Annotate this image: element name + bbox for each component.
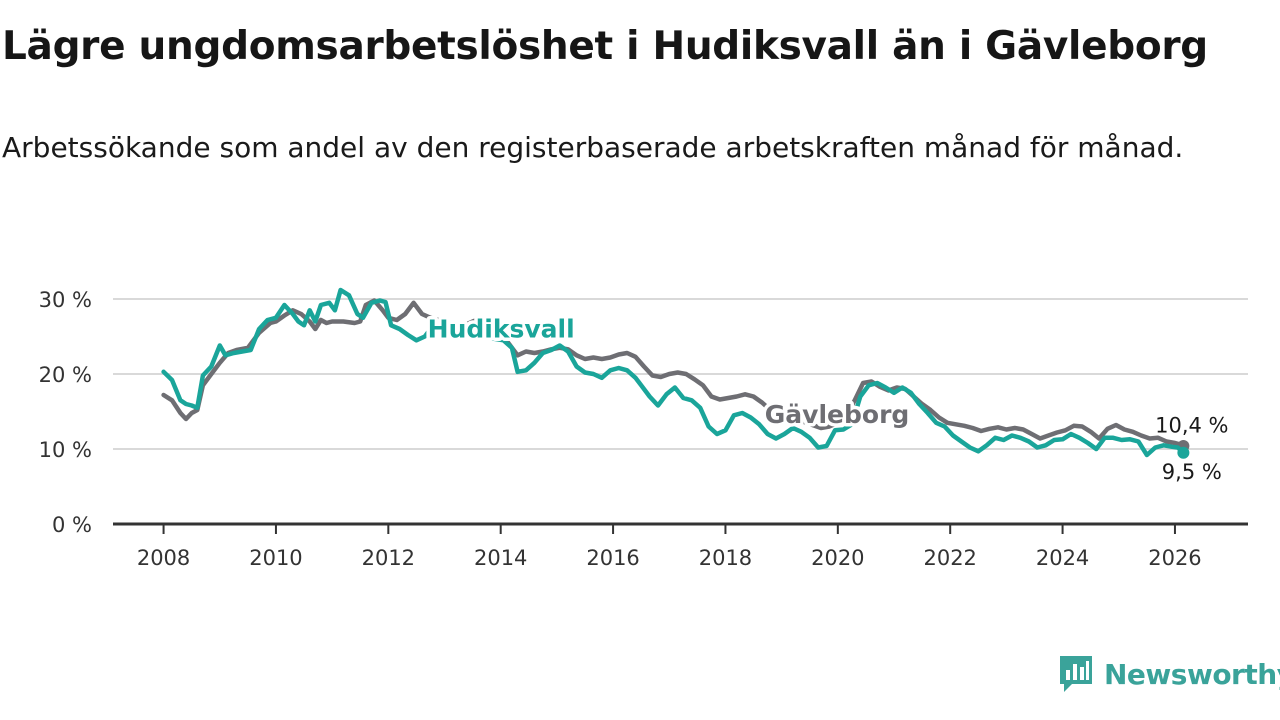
x-tick-label: 2008: [137, 546, 190, 570]
x-tick-label: 2014: [474, 546, 527, 570]
y-tick-label: 10 %: [39, 438, 92, 462]
series-label-gavleborg: Gävleborg: [765, 400, 910, 429]
label-layer: Hudiksvall Gävleborg 10,4 % 9,5 %: [424, 311, 1231, 487]
series-line-gavleborg: [161, 298, 1186, 449]
chart-subtitle: Arbetssökande som andel av den registerb…: [2, 131, 1184, 164]
x-tick-label: 2022: [923, 546, 976, 570]
brand: Newsworthy: [1058, 654, 1280, 694]
x-tick-label: 2016: [586, 546, 639, 570]
y-tick-label: 30 %: [39, 288, 92, 312]
axis-layer: 0 % 10 % 20 % 30 % 2008 2010 2012 2014 2016 2018 2…: [39, 288, 1248, 570]
end-value-label-hudiksvall: 9,5 %: [1162, 460, 1222, 484]
y-tick-label: 20 %: [39, 363, 92, 387]
end-value-label-gavleborg: 10,4 %: [1155, 414, 1228, 438]
x-tick-label: 2020: [811, 546, 864, 570]
series-end-point-hudiksvall: [1177, 446, 1190, 459]
x-tick-label: 2018: [699, 546, 752, 570]
newsworthy-logo-icon: [1060, 656, 1092, 692]
x-tick-label: 2024: [1036, 546, 1089, 570]
series-layer: [161, 287, 1190, 459]
y-tick-label: 0 %: [52, 513, 92, 537]
x-tick-label: 2012: [362, 546, 415, 570]
brand-name: Newsworthy: [1104, 657, 1280, 691]
chart-title: Lägre ungdomsarbetslöshet i Hudiksvall ä…: [2, 24, 1208, 69]
x-tick-label: 2026: [1148, 546, 1201, 570]
series-line-hudiksvall: [161, 287, 1186, 458]
series-label-hudiksvall: Hudiksvall: [428, 314, 575, 343]
x-tick-label: 2010: [249, 546, 302, 570]
